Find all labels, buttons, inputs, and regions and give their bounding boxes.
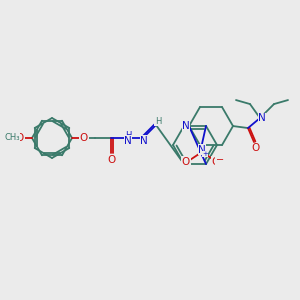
Text: N: N (258, 113, 266, 123)
Text: O: O (182, 157, 190, 167)
Text: CH₃: CH₃ (4, 134, 20, 142)
Text: −: − (216, 155, 224, 165)
Text: N: N (198, 145, 206, 155)
Text: N: N (182, 121, 190, 131)
Text: N: N (140, 136, 148, 146)
Text: H: H (155, 116, 161, 125)
Text: O: O (252, 143, 260, 153)
Text: O: O (16, 133, 24, 143)
Text: +: + (202, 151, 208, 157)
Text: O: O (80, 133, 88, 143)
Text: O: O (212, 157, 220, 167)
Text: O: O (107, 155, 115, 165)
Text: N: N (124, 136, 132, 146)
Text: H: H (125, 130, 131, 140)
